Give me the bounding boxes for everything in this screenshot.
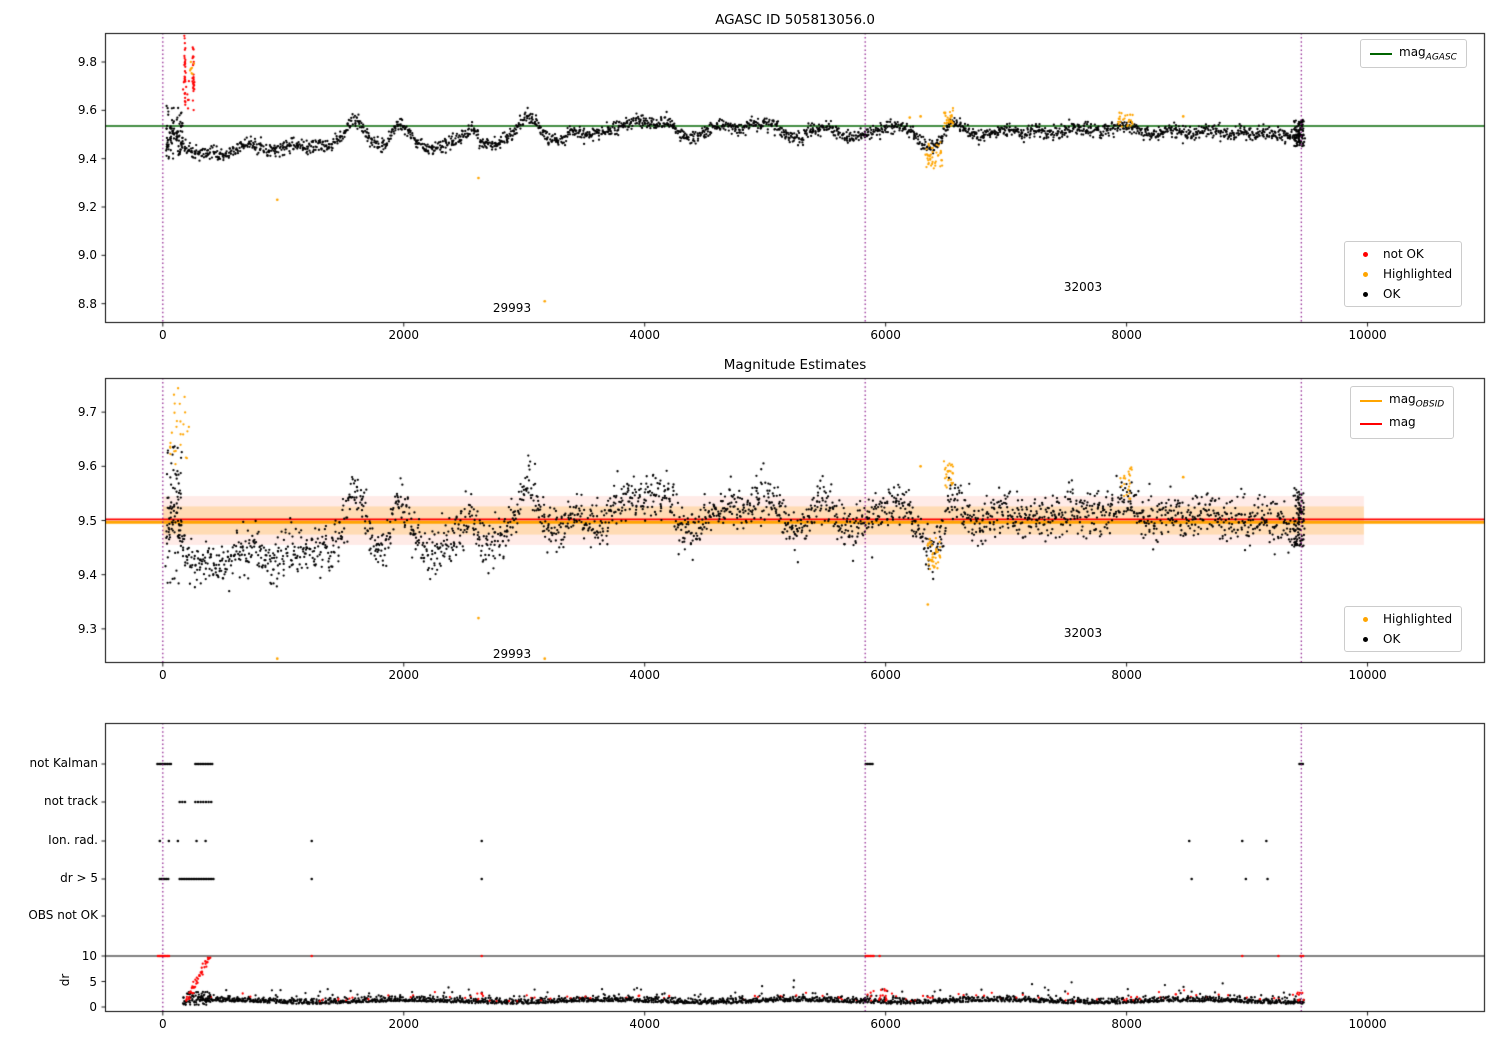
- marker-holder: [1354, 251, 1376, 257]
- p2-xtick-6000: 6000: [870, 1017, 901, 1031]
- flag-row-label-obs-not-ok: OBS not OK: [28, 908, 98, 922]
- legend-entry-ok: OK: [1354, 632, 1452, 646]
- annotation-obsid-32003-p2: 32003: [1063, 626, 1103, 640]
- legend-label: Highlighted: [1383, 267, 1453, 281]
- p0-xtick-6000: 6000: [870, 328, 901, 342]
- highlighted-dot-swatch: [1362, 271, 1368, 277]
- legend-panel2-markers: Highlighted OK: [1344, 606, 1463, 652]
- legend-label: magOBSID: [1389, 392, 1444, 409]
- annotation-obsid-29993-p1: 29993: [492, 301, 532, 315]
- p1-xtick-10000: 10000: [1348, 668, 1387, 682]
- flag-row-label-ion-rad: Ion. rad.: [48, 833, 98, 847]
- legend-label-sub: AGASC: [1425, 52, 1457, 63]
- legend-entry-mag-agasc: magAGASC: [1370, 45, 1457, 62]
- legend-entry-highlighted: Highlighted: [1354, 267, 1452, 281]
- p0-xtick-10000: 10000: [1348, 328, 1387, 342]
- dr-axis-label: dr: [58, 973, 72, 987]
- legend-entry-mag-obsid: magOBSID: [1360, 392, 1444, 409]
- p0-xtick-4000: 4000: [629, 328, 660, 342]
- mag-line-swatch: [1360, 423, 1382, 426]
- p0-xtick-2000: 2000: [388, 328, 420, 342]
- legend-mag-lines: magOBSID mag: [1350, 386, 1455, 439]
- p2-xtick-2000: 2000: [388, 1017, 420, 1031]
- legend-label-sub: OBSID: [1415, 399, 1445, 410]
- marker-holder: [1354, 291, 1376, 297]
- p1-ytick-9.3: 9.3: [77, 621, 97, 636]
- dr-ytick-5: 5: [89, 974, 97, 989]
- legend-panel1-markers: not OK Highlighted OK: [1344, 241, 1463, 307]
- p1-xtick-0: 0: [158, 668, 167, 682]
- flag-row-label-not-track: not track: [43, 794, 98, 808]
- legend-label-text: mag: [1399, 45, 1426, 59]
- p0-ytick-9.2: 9.2: [77, 200, 97, 214]
- ok-dot-swatch: [1362, 636, 1368, 642]
- legend-label: mag: [1389, 415, 1416, 432]
- p0-ytick-8.8: 8.8: [77, 296, 97, 311]
- legend-label: OK: [1383, 287, 1401, 301]
- p0-xtick-0: 0: [158, 328, 167, 342]
- legend-entry-not-ok: not OK: [1354, 247, 1452, 261]
- annotation-obsid-32003-p1: 32003: [1063, 280, 1103, 294]
- p2-xtick-10000: 10000: [1348, 1017, 1387, 1031]
- p1-ytick-9.4: 9.4: [77, 567, 97, 582]
- flag-row-label-not-kalman: not Kalman: [29, 756, 98, 770]
- not-ok-dot-swatch: [1362, 251, 1368, 257]
- highlighted-dot-swatch: [1362, 616, 1368, 622]
- legend-entry-ok: OK: [1354, 287, 1452, 301]
- p1-xtick-4000: 4000: [629, 668, 660, 682]
- p0-ytick-9.8: 9.8: [77, 55, 97, 69]
- panel2-title: Magnitude Estimates: [723, 357, 867, 373]
- dr-ytick-0: 0: [89, 1000, 97, 1014]
- p2-xtick-8000: 8000: [1111, 1017, 1142, 1031]
- dr-ytick-10: 10: [81, 949, 97, 963]
- p0-ytick-9: 9.0: [77, 248, 97, 263]
- marker-holder: [1354, 616, 1376, 622]
- legend-mag-agasc: magAGASC: [1360, 39, 1467, 69]
- legend-label: Highlighted: [1383, 612, 1453, 626]
- legend-label-text: mag: [1389, 392, 1416, 406]
- legend-label: not OK: [1383, 247, 1424, 261]
- legend-label-text: mag: [1389, 415, 1416, 430]
- p1-xtick-8000: 8000: [1111, 668, 1142, 682]
- annotation-obsid-29993-p2: 29993: [492, 647, 532, 661]
- mag-agasc-line-swatch: [1370, 52, 1392, 55]
- mag-obsid-line-swatch: [1360, 399, 1382, 402]
- p2-xtick-4000: 4000: [629, 1017, 660, 1031]
- legend-entry-mag: mag: [1360, 415, 1444, 432]
- flag-row-label-dr-gt-5: dr > 5: [60, 871, 98, 885]
- p0-ytick-9.4: 9.4: [77, 151, 97, 166]
- legend-entry-highlighted: Highlighted: [1354, 612, 1452, 626]
- p2-xtick-0: 0: [158, 1017, 167, 1031]
- p0-xtick-8000: 8000: [1111, 328, 1142, 342]
- p1-ytick-9.7: 9.7: [77, 405, 97, 420]
- legend-label: magAGASC: [1399, 45, 1457, 62]
- panel1-title: AGASC ID 505813056.0: [715, 12, 875, 28]
- marker-holder: [1354, 271, 1376, 277]
- marker-holder: [1354, 636, 1376, 642]
- p1-xtick-6000: 6000: [870, 668, 901, 682]
- ok-dot-swatch: [1362, 291, 1368, 297]
- p0-ytick-9.6: 9.6: [77, 103, 97, 118]
- p1-ytick-9.5: 9.5: [77, 513, 97, 528]
- p1-ytick-9.6: 9.6: [77, 459, 97, 474]
- legend-label: OK: [1383, 632, 1401, 646]
- p1-xtick-2000: 2000: [388, 668, 420, 682]
